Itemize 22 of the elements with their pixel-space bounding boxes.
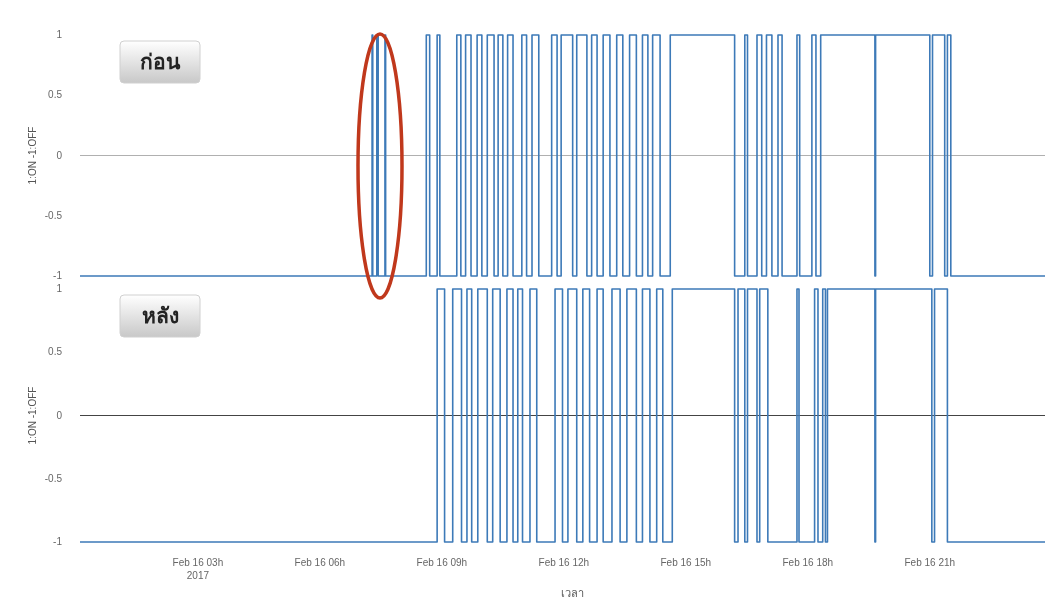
x-tick-label: Feb 16 09h — [416, 557, 468, 568]
x-tick-label: Feb 16 21h — [904, 557, 956, 568]
y-tick-label: 0 — [56, 409, 63, 421]
y-tick-label: 0.5 — [48, 346, 63, 358]
y-tick-label: 0 — [56, 149, 63, 161]
y-axis-title: 1:ON -1:OFF — [27, 386, 38, 445]
x-axis-title: เวลา — [561, 587, 584, 599]
x-tick-label: Feb 16 15h — [660, 557, 712, 568]
y-axis-title: 1:ON -1:OFF — [27, 126, 38, 185]
x-tick-label: Feb 16 03h 2017 — [172, 557, 224, 581]
y-tick-label: 1 — [56, 29, 63, 40]
y-tick-label: 1 — [56, 283, 63, 294]
y-tick-label: -0.5 — [44, 472, 63, 484]
x-tick-label: Feb 16 18h — [782, 557, 834, 568]
y-tick-label: -0.5 — [44, 209, 63, 221]
y-tick-label: 0.5 — [48, 89, 63, 101]
y-tick-label: -1 — [53, 536, 63, 547]
x-tick-label: Feb 16 12h — [538, 557, 590, 568]
annotation: ก่อน — [140, 50, 181, 73]
x-tick-label: Feb 16 06h — [294, 557, 346, 568]
annotation: หลัง — [141, 304, 179, 327]
y-tick-label: -1 — [53, 270, 63, 281]
